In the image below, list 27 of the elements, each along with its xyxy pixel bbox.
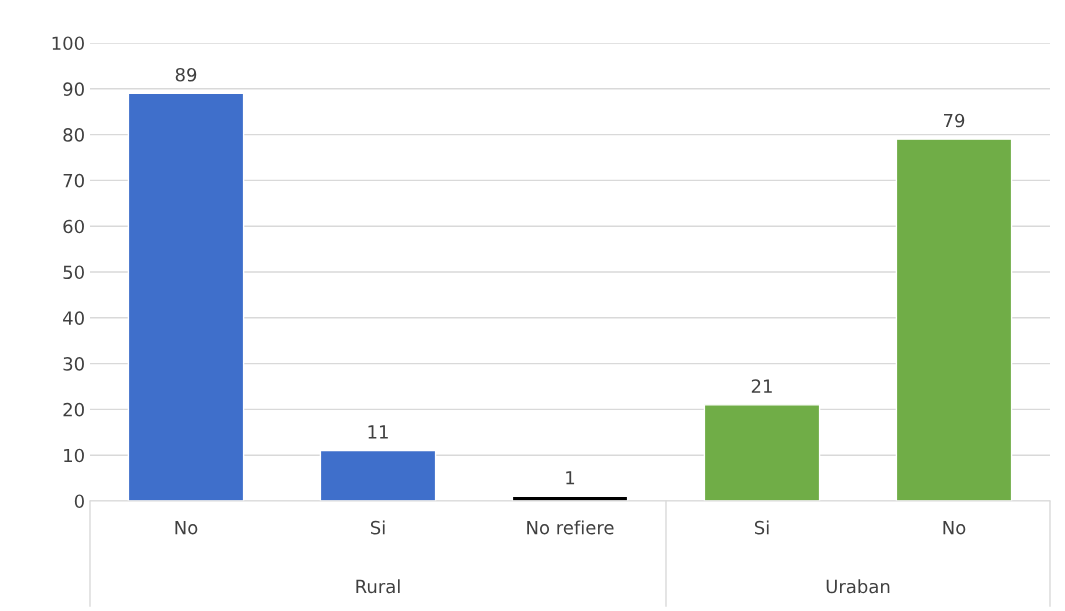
y-tick-label: 80 <box>63 128 84 142</box>
data-label: 11 <box>368 425 388 439</box>
y-tick-label: 90 <box>63 82 84 96</box>
y-tick-label: 60 <box>63 219 84 234</box>
y-tick-label: 30 <box>63 357 84 371</box>
data-label: 1 <box>566 471 575 485</box>
y-tick-label: 40 <box>63 311 84 325</box>
data-label: 21 <box>751 379 772 393</box>
y-tick-label: 0 <box>74 494 84 509</box>
text: Rural <box>356 579 400 594</box>
y-tick-label: 50 <box>63 265 84 280</box>
x-tick-label: No refiere <box>527 520 614 535</box>
bar <box>703 404 821 501</box>
y-tick-label: 20 <box>63 402 84 417</box>
x-tick-label: Si <box>370 520 385 535</box>
text: Uraban <box>826 579 890 594</box>
data-label: 79 <box>943 113 965 128</box>
y-tick-label: 10 <box>64 448 84 463</box>
bar <box>895 138 1013 501</box>
y-tick-label: 100 <box>52 36 84 51</box>
bar <box>319 449 437 501</box>
bar <box>127 92 245 501</box>
y-tick-label: 70 <box>63 173 84 188</box>
x-tick-label: No <box>175 521 198 535</box>
x-tick-label: Si <box>754 520 769 535</box>
data-label: 89 <box>175 67 197 82</box>
x-tick-label: No <box>943 521 966 535</box>
